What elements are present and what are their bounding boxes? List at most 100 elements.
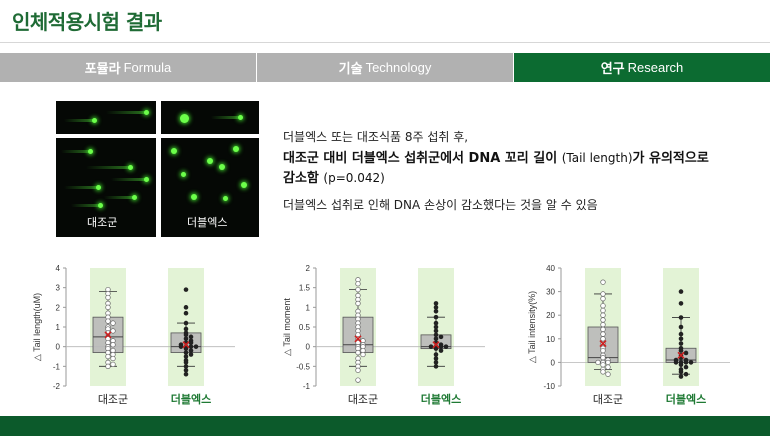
data-point [600, 317, 606, 323]
data-point [183, 332, 189, 338]
y-tick-label: -2 [53, 382, 61, 391]
data-point [105, 304, 111, 310]
data-point [595, 359, 601, 366]
data-point [678, 331, 684, 337]
tab-research[interactable]: 연구 Research [514, 53, 770, 82]
data-point [600, 331, 606, 337]
data-point [355, 281, 361, 287]
tail-intensity-chart: -10 0 10 20 30 40 △ Tail intensity(%) [527, 264, 730, 391]
footer-bar [0, 416, 770, 436]
description-line-2-a: 대조군 대비 더블엑스 섭취군에서 DNA 꼬리 길이 [283, 151, 562, 166]
data-point [183, 367, 189, 373]
data-point [600, 336, 606, 342]
y-tick-label: -0.5 [296, 362, 310, 371]
chart1-cat-control: 대조군 [97, 393, 129, 406]
data-point [600, 303, 606, 309]
y-tick-label: -1 [303, 382, 311, 391]
data-point [683, 371, 689, 377]
description-line-2: 대조군 대비 더블엑스 섭취군에서 DNA 꼬리 길이 (Tail length… [283, 148, 753, 169]
y-tick-label: 30 [546, 288, 555, 297]
tab-research-ko: 연구 [600, 62, 625, 77]
data-point [678, 324, 684, 330]
y-tick-label: 40 [546, 264, 555, 273]
description-line-1: 더블엑스 또는 대조식품 8주 섭취 후, [283, 130, 469, 144]
data-point [188, 352, 194, 357]
data-point [600, 296, 606, 302]
y-tick-label: 0 [56, 343, 61, 352]
tab-research-en: Research [627, 60, 684, 75]
data-point [188, 348, 194, 353]
data-point [183, 346, 189, 351]
data-point [678, 362, 684, 368]
data-point [683, 350, 689, 356]
mean-marker [104, 331, 112, 339]
data-point [605, 364, 611, 370]
tail-length-chart: -2 -1 0 1 2 3 4 △ Tail length(uM) [32, 264, 235, 391]
data-point [193, 344, 199, 349]
data-point [433, 324, 439, 330]
data-point [105, 318, 111, 324]
y-tick-label: 0.5 [299, 323, 311, 332]
data-point [188, 344, 194, 349]
data-point [433, 328, 439, 334]
comet-image-treatment-top [161, 101, 259, 134]
data-point [678, 348, 684, 353]
tab-formula[interactable]: 포뮬라 Formula [0, 53, 257, 82]
data-point [683, 360, 689, 365]
y-tick-label: 0 [306, 343, 311, 352]
comet-image-control: 대조군 [56, 138, 156, 237]
data-point [600, 326, 606, 333]
description-line-2-c: 가 유의적으로 [632, 151, 709, 166]
data-point [183, 320, 189, 326]
data-point [433, 314, 439, 320]
data-point [678, 289, 684, 294]
data-point [678, 369, 684, 375]
page-title: 인체적용시험 결과 [12, 10, 162, 34]
data-point [678, 374, 684, 379]
chart1-cat-treatment: 더블엑스 [170, 393, 212, 406]
y-tick-label: 3 [56, 284, 61, 293]
data-point [183, 364, 189, 369]
chart3-cat-control: 대조군 [592, 393, 624, 406]
mean-marker [354, 335, 362, 343]
data-point [443, 344, 449, 349]
tail-moment-chart: -1 -0.5 0 0.5 1 1.5 2 △ Tail moment [282, 264, 485, 391]
data-point [433, 336, 439, 342]
tab-technology[interactable]: 기술 Technology [257, 53, 514, 82]
data-point [183, 354, 189, 359]
y-tick-label: -10 [543, 382, 555, 391]
mean-marker [182, 341, 190, 349]
description-line-3-b: (p=0.042) [323, 171, 385, 185]
data-point [428, 344, 434, 349]
description-line-3-a: 감소함 [283, 171, 324, 186]
y-tick-label: -1 [53, 362, 61, 371]
data-point [110, 320, 116, 326]
tab-bar: 포뮬라 Formula 기술 Technology 연구 Research [0, 53, 770, 82]
data-point [355, 367, 361, 373]
tab-technology-ko: 기술 [338, 62, 363, 77]
data-point [355, 349, 361, 356]
data-point [183, 305, 189, 310]
data-point [183, 360, 189, 365]
chart2-cat-control: 대조군 [347, 393, 379, 406]
chart2-cat-treatment: 더블엑스 [420, 393, 462, 406]
y-axis-label: △ Tail intensity(%) [527, 291, 537, 363]
y-tick-label: 0 [551, 358, 556, 367]
data-point [433, 360, 439, 365]
data-point [600, 312, 606, 318]
data-point [600, 321, 606, 328]
data-point [178, 344, 184, 349]
mean-marker [599, 339, 607, 348]
data-point [600, 369, 606, 375]
data-point [433, 352, 439, 357]
data-point [600, 291, 606, 297]
data-point [688, 360, 694, 365]
data-point [678, 336, 684, 342]
y-tick-label: 2 [306, 264, 311, 273]
y-tick-label: 20 [546, 311, 555, 320]
data-point [600, 355, 606, 361]
data-point [605, 371, 611, 377]
description-line-4: 더블엑스 섭취로 인해 DNA 손상이 감소했다는 것을 알 수 있음 [283, 198, 598, 212]
data-point [433, 305, 439, 310]
comet-image-treatment: 더블엑스 [161, 138, 259, 237]
